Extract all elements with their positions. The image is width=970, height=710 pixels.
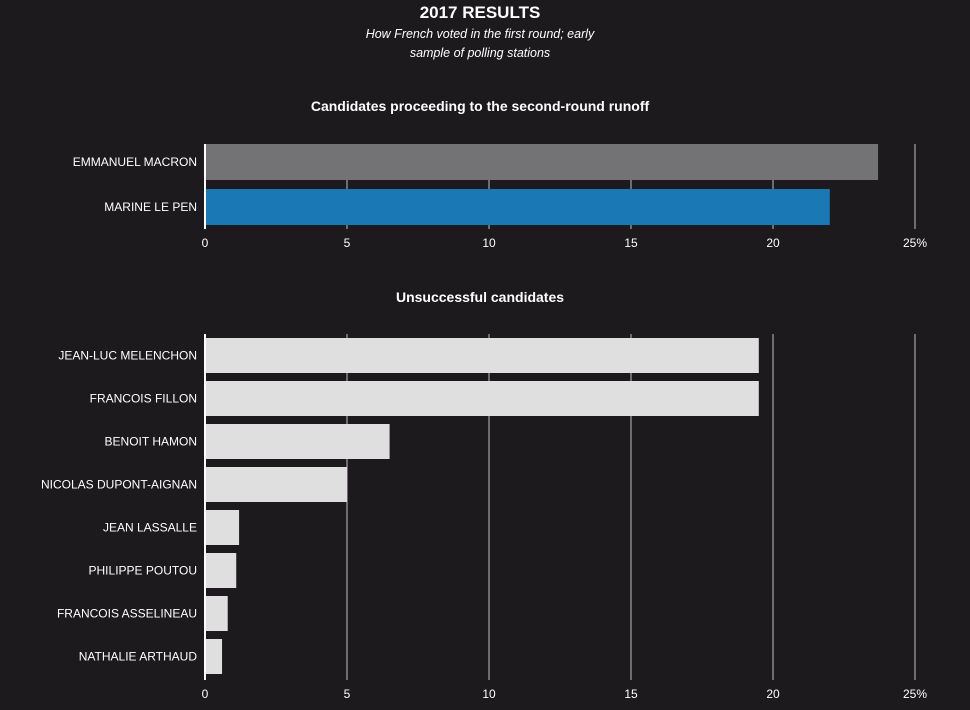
category-label: MARINE LE PEN [104, 200, 197, 214]
tick-label: 25% [903, 687, 927, 701]
tick-label: 20 [766, 687, 780, 701]
panel-title-runoff: Candidates proceeding to the second-roun… [311, 98, 650, 114]
chart-title: 2017 RESULTS [420, 3, 541, 22]
bar [205, 189, 830, 225]
unsuccessful-candidates-panel: Unsuccessful candidates JEAN-LUC MELENCH… [41, 289, 927, 701]
bar [205, 596, 228, 631]
category-label: JEAN-LUC MELENCHON [58, 349, 197, 363]
category-label: BENOIT HAMON [105, 435, 197, 449]
bar [205, 510, 240, 545]
bar [205, 467, 347, 502]
category-label: NATHALIE ARTHAUD [79, 650, 198, 664]
runoff-candidates-panel: Candidates proceeding to the second-roun… [73, 98, 928, 250]
tick-label: 20 [766, 236, 780, 250]
tick-label: 5 [344, 236, 351, 250]
category-label: FRANCOIS FILLON [90, 392, 197, 406]
bar [205, 381, 759, 416]
tick-label: 15 [624, 236, 638, 250]
category-label: JEAN LASSALLE [103, 521, 197, 535]
panel-title-unsuccessful: Unsuccessful candidates [396, 289, 564, 305]
category-label: EMMANUEL MACRON [73, 155, 197, 169]
bar [205, 144, 879, 180]
chart-subtitle-line-2: sample of polling stations [410, 46, 550, 60]
bar [205, 338, 759, 373]
tick-label: 0 [202, 687, 209, 701]
tick-label: 10 [482, 236, 496, 250]
category-label: PHILIPPE POUTOU [89, 564, 197, 578]
tick-label: 15 [624, 687, 638, 701]
tick-label: 0 [202, 236, 209, 250]
bar [205, 639, 223, 674]
category-label: FRANCOIS ASSELINEAU [57, 607, 197, 621]
tick-label: 10 [482, 687, 496, 701]
tick-label: 25% [903, 236, 927, 250]
bar [205, 553, 237, 588]
tick-label: 5 [344, 687, 351, 701]
chart-subtitle-line-1: How French voted in the first round; ear… [366, 27, 595, 41]
category-label: NICOLAS DUPONT-AIGNAN [41, 478, 197, 492]
bar [205, 424, 390, 459]
